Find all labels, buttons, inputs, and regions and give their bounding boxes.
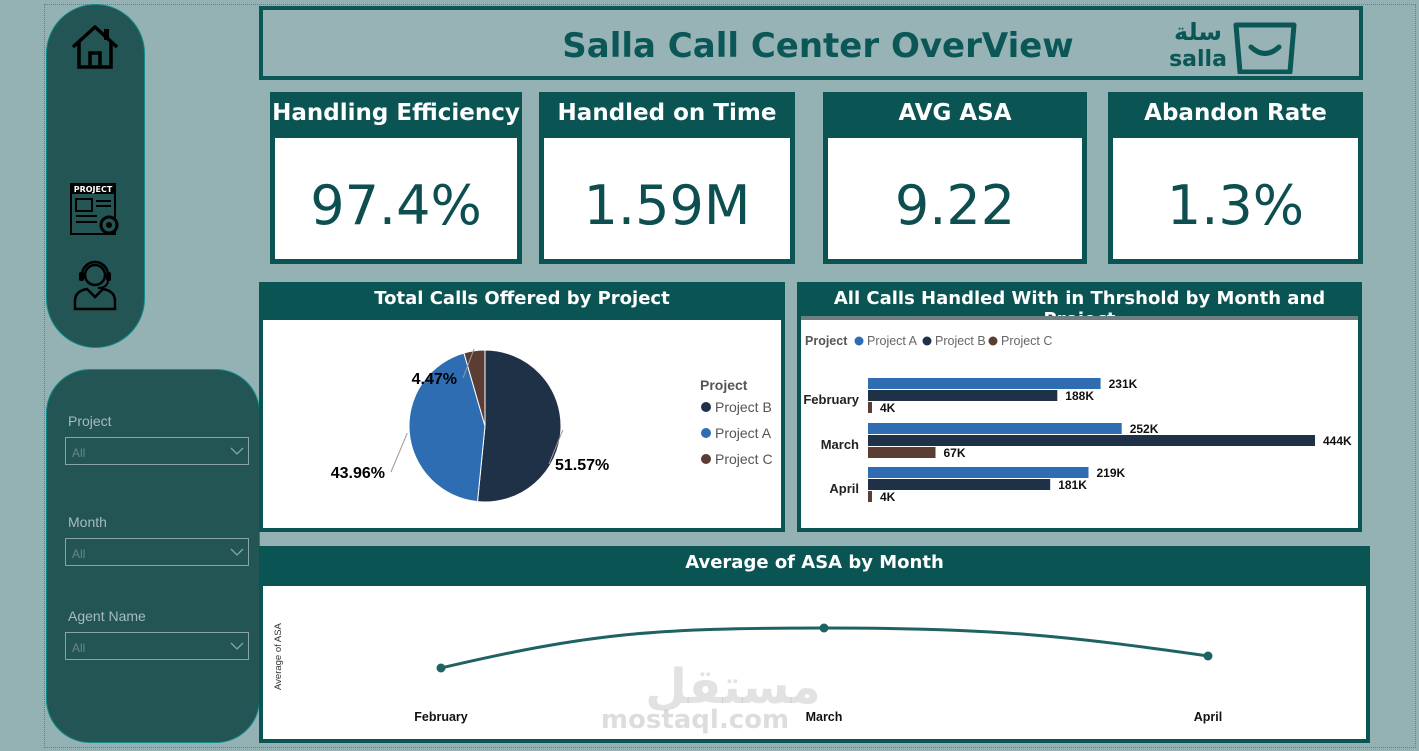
pie-chart-card: Total Calls Offered by Project 51.57% 43.…: [259, 282, 785, 532]
chevron-down-icon: [230, 642, 244, 650]
bar-chart-card: All Calls Handled With in Thrshold by Mo…: [797, 282, 1362, 532]
bar-legend-item: Project A: [867, 334, 918, 348]
watermark-latin: mostaql.com: [601, 705, 789, 735]
pie-legend-item: Project A: [715, 425, 772, 441]
bar-legend-title: Project: [805, 334, 848, 348]
kpi-title: Abandon Rate: [1144, 100, 1327, 126]
bar-project-c: [868, 491, 872, 502]
salla-logo: سلة salla: [1169, 18, 1297, 74]
line-data-point: [819, 623, 829, 633]
bar-project-a: [868, 378, 1101, 389]
kpi-title: Handled on Time: [557, 100, 777, 126]
bar-legend-marker: [854, 336, 864, 346]
filter-label-month: Month: [68, 514, 107, 530]
bar-data-label: 252K: [1130, 422, 1159, 436]
line-chart[interactable]: Average of ASA February March April مستقلmos…: [263, 586, 1366, 739]
pie-legend-item: Project C: [715, 451, 773, 467]
bar-legend-item: Project C: [1001, 334, 1052, 348]
chevron-down-icon: [230, 447, 244, 455]
kpi-value: 97.4%: [310, 174, 482, 237]
kpi-value: 9.22: [894, 174, 1016, 237]
kpi-card-handled-on-time: Handled on Time 1.59M: [539, 92, 795, 264]
bar-project-a: [868, 467, 1089, 478]
kpi-title: Handling Efficiency: [272, 100, 520, 126]
line-x-tick-label: April: [1194, 710, 1222, 724]
bar-project-b: [868, 390, 1058, 401]
kpi-value: 1.3%: [1166, 174, 1305, 237]
pie-legend-marker: [701, 428, 711, 438]
line-data-point: [1203, 651, 1213, 661]
pie-leader-line: [548, 429, 564, 465]
line-chart-card: Average of ASA by Month Average of ASA Fe…: [259, 546, 1370, 743]
bar-data-label: 231K: [1109, 377, 1138, 391]
pie-legend-item: Project B: [715, 399, 772, 415]
bar-project-a: [868, 423, 1122, 434]
bar-project-c: [868, 447, 936, 458]
watermark-arabic: مستقل: [645, 659, 821, 715]
filter-label-agent-name: Agent Name: [68, 608, 146, 624]
bar-legend-marker: [988, 336, 998, 346]
bar-data-label: 188K: [1065, 389, 1094, 403]
bar-category-label: March: [821, 437, 859, 452]
pie-data-label: 43.96%: [331, 465, 385, 482]
report-canvas-frame: [44, 4, 1416, 748]
pie-slice-project-c: [463, 349, 486, 427]
project-icon[interactable]: PROJECT: [67, 181, 123, 237]
bar-category-label: April: [829, 481, 859, 496]
month-filter-dropdown[interactable]: All: [65, 538, 249, 566]
logo-arabic-text: سلة: [1174, 18, 1222, 46]
pie-slice-project-b: [476, 349, 562, 503]
pie-legend-title: Project: [700, 377, 748, 393]
bar-data-label: 67K: [944, 446, 966, 460]
pie-legend-marker: [701, 454, 711, 464]
bar-data-label: 4K: [880, 401, 896, 415]
bar-data-label: 444K: [1323, 434, 1352, 448]
bar-data-label: 219K: [1097, 466, 1126, 480]
navigation-sidebar: PROJECT: [46, 4, 145, 348]
pie-data-label: 4.47%: [412, 371, 457, 388]
project-filter-value: All: [72, 446, 86, 460]
chart-title: Average of ASA by Month: [685, 552, 944, 573]
agent-name-filter-dropdown[interactable]: All: [65, 632, 249, 660]
bar-legend-item: Project B: [935, 334, 986, 348]
pie-slice-project-a: [408, 352, 486, 503]
kpi-value: 1.59M: [583, 174, 751, 237]
line-x-tick-label: March: [806, 710, 843, 724]
svg-text:PROJECT: PROJECT: [74, 185, 113, 194]
line-y-axis-label: Average of ASA: [273, 622, 284, 690]
bar-chart[interactable]: Project Project A Project B Project C Februa…: [801, 320, 1358, 528]
asa-trend-line: [440, 626, 1209, 670]
bar-project-b: [868, 479, 1051, 490]
bar-legend-marker: [922, 336, 932, 346]
chart-title: Total Calls Offered by Project: [374, 288, 670, 309]
pie-leader-line: [390, 432, 408, 473]
logo-latin-text: salla: [1169, 47, 1227, 72]
bar-project-b: [868, 435, 1315, 446]
agent-name-filter-value: All: [72, 641, 86, 655]
bar-data-label: 4K: [880, 490, 896, 504]
bar-project-c: [868, 402, 872, 413]
kpi-card-abandon-rate: Abandon Rate 1.3%: [1108, 92, 1363, 264]
bar-data-label: 181K: [1058, 478, 1087, 492]
month-filter-value: All: [72, 547, 86, 561]
page-title: Salla Call Center OverView: [562, 26, 1074, 66]
report-header: Salla Call Center OverView سلة salla: [259, 6, 1363, 80]
agent-headset-icon[interactable]: [67, 255, 123, 311]
bar-category-label: February: [803, 392, 859, 407]
pie-chart[interactable]: 51.57% 43.96% 4.47% Project Project B Project…: [263, 320, 781, 528]
home-icon[interactable]: [67, 19, 123, 75]
chevron-down-icon: [230, 548, 244, 556]
filter-label-project: Project: [68, 413, 112, 429]
project-filter-dropdown[interactable]: All: [65, 437, 249, 465]
pie-data-label: 51.57%: [555, 457, 609, 474]
line-x-tick-label: February: [414, 710, 468, 724]
pie-leader-line: [462, 348, 475, 379]
kpi-card-avg-asa: AVG ASA 9.22: [823, 92, 1087, 264]
pie-legend-marker: [701, 402, 711, 412]
filters-panel: Project All Month All Agent Name All: [46, 369, 260, 743]
line-data-point: [436, 663, 446, 673]
kpi-card-handling-efficiency: Handling Efficiency 97.4%: [270, 92, 522, 264]
kpi-title: AVG ASA: [898, 100, 1012, 126]
